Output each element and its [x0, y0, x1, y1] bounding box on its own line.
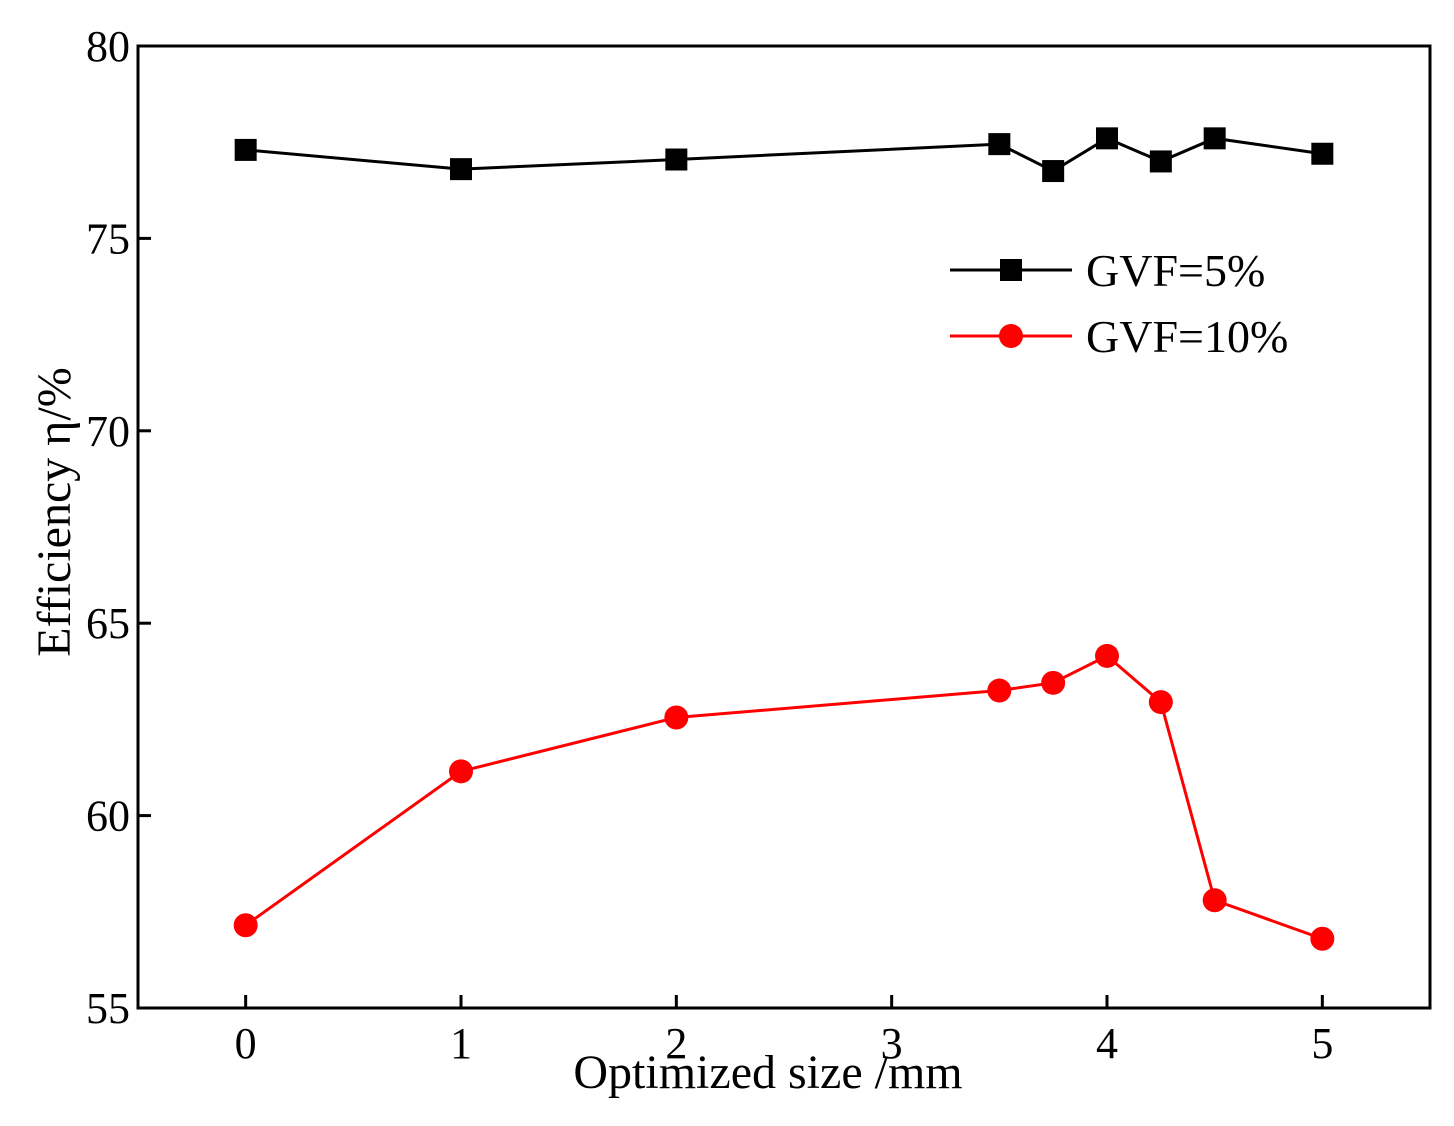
- legend-item: GVF=5%: [950, 245, 1265, 296]
- data-point: [1042, 160, 1065, 183]
- data-point: [234, 138, 257, 161]
- plot-frame: [136, 44, 1432, 1010]
- data-point: [1148, 690, 1173, 715]
- x-tick-label: 3: [881, 1019, 903, 1068]
- series-layer: [233, 127, 1335, 951]
- data-point: [449, 759, 473, 784]
- legend-marker: [999, 324, 1023, 348]
- data-point: [1095, 643, 1119, 668]
- data-point: [1149, 150, 1172, 173]
- data-point: [987, 678, 1012, 703]
- plot-border: [136, 44, 1432, 1010]
- data-point: [450, 158, 472, 181]
- data-point: [988, 133, 1011, 156]
- data-point: [1041, 670, 1066, 695]
- y-axis: 55 60 65 70 75 80: [86, 22, 151, 1033]
- y-tick-label: 65: [86, 599, 130, 648]
- data-point: [1202, 888, 1227, 913]
- y-tick-label: 80: [86, 22, 130, 71]
- data-point: [1311, 142, 1334, 165]
- data-point: [1096, 127, 1118, 150]
- x-tick-label: 0: [235, 1019, 257, 1068]
- legend-item: GVF=10%: [950, 311, 1288, 362]
- y-tick-label: 70: [86, 407, 130, 456]
- legend: GVF=5% GVF=10%: [950, 245, 1288, 362]
- data-point: [1203, 127, 1226, 150]
- x-tick-label: 4: [1096, 1019, 1118, 1068]
- y-axis-title: Efficiency η/%: [28, 367, 81, 656]
- data-point: [665, 148, 688, 171]
- x-axis: 0 1 2 3 4 5: [235, 995, 1333, 1068]
- x-axis-title: Optimized size /mm: [573, 1046, 962, 1099]
- series-1: [234, 127, 1334, 183]
- series-2: [233, 643, 1335, 951]
- legend-label: GVF=5%: [1086, 245, 1265, 296]
- x-tick-label: 1: [450, 1019, 472, 1068]
- x-tick-label: 5: [1311, 1019, 1333, 1068]
- y-tick-label: 75: [86, 214, 130, 263]
- legend-label: GVF=10%: [1086, 311, 1288, 362]
- y-tick-label: 55: [86, 984, 130, 1033]
- data-point: [664, 705, 689, 730]
- data-point: [1310, 926, 1335, 951]
- x-tick-label: 2: [665, 1019, 687, 1068]
- y-tick-label: 60: [86, 792, 130, 841]
- data-point: [233, 913, 258, 938]
- legend-marker: [1000, 259, 1022, 281]
